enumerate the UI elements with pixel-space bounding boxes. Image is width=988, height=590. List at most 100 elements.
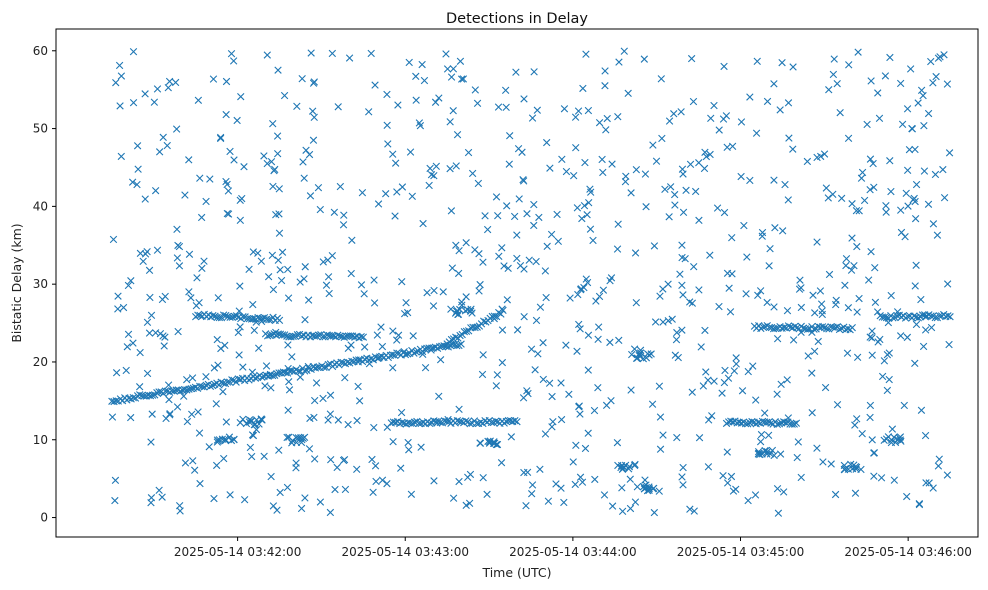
detection-marker <box>503 202 511 210</box>
detection-marker <box>492 382 501 390</box>
detection-marker <box>339 221 348 229</box>
detection-marker <box>159 133 167 142</box>
detection-marker <box>788 420 796 428</box>
detection-marker <box>359 333 368 341</box>
detection-marker <box>269 182 277 191</box>
detection-marker <box>920 167 929 175</box>
detection-marker <box>686 505 694 513</box>
detection-marker <box>190 466 199 474</box>
detection-marker <box>161 292 169 301</box>
detection-marker <box>927 57 935 66</box>
detection-marker <box>896 332 905 340</box>
detection-marker <box>173 403 182 411</box>
detection-marker <box>439 288 447 296</box>
detection-marker <box>344 344 353 353</box>
detection-marker <box>790 420 798 428</box>
detection-marker <box>573 347 581 355</box>
detection-marker <box>331 485 339 494</box>
detection-marker <box>797 473 805 482</box>
detection-marker <box>702 368 710 376</box>
detection-marker <box>628 350 636 359</box>
detection-marker <box>471 246 479 254</box>
detection-marker <box>546 164 554 172</box>
detection-marker <box>165 395 173 404</box>
detection-marker <box>925 479 933 487</box>
detection-marker <box>848 200 856 208</box>
detection-marker <box>397 464 405 472</box>
detection-marker <box>254 344 263 352</box>
detection-marker <box>945 340 953 349</box>
detection-marker <box>780 323 788 332</box>
detection-marker <box>513 326 522 334</box>
detection-marker <box>678 473 686 481</box>
detection-marker <box>403 350 412 358</box>
detection-marker <box>222 311 230 320</box>
detection-marker <box>917 295 925 304</box>
detection-marker <box>656 445 665 453</box>
detection-marker <box>459 75 468 83</box>
detection-marker <box>389 438 397 446</box>
detection-marker <box>824 194 832 202</box>
detection-marker <box>746 176 754 185</box>
detection-marker <box>808 409 816 417</box>
detection-marker <box>164 83 172 92</box>
detection-marker <box>571 113 580 121</box>
detection-marker <box>160 342 168 350</box>
detection-marker <box>224 187 233 195</box>
detection-marker <box>637 352 645 360</box>
detection-marker <box>935 312 944 320</box>
detection-marker <box>720 208 729 217</box>
detection-marker <box>850 261 858 270</box>
detection-marker <box>442 50 450 58</box>
detection-marker <box>116 102 124 110</box>
detection-marker <box>275 210 283 218</box>
detection-marker <box>737 118 746 126</box>
detection-marker <box>659 318 667 326</box>
detection-marker <box>436 356 445 364</box>
detection-marker <box>649 141 657 149</box>
detection-marker <box>868 351 876 359</box>
detection-marker <box>147 311 156 320</box>
detection-marker <box>220 454 228 463</box>
detection-marker <box>276 266 284 274</box>
detection-marker <box>232 312 241 320</box>
detection-marker <box>737 172 745 181</box>
x-tick-label: 2025-05-14 03:45:00 <box>677 545 804 559</box>
detection-marker <box>153 85 162 93</box>
detection-marker <box>738 387 747 395</box>
detection-marker <box>547 230 556 239</box>
detection-marker <box>818 307 826 315</box>
detection-marker <box>341 374 349 382</box>
detection-marker <box>855 294 863 303</box>
detection-marker <box>300 275 308 283</box>
detection-marker <box>224 210 233 218</box>
detection-marker <box>181 191 189 199</box>
detection-marker <box>624 465 633 473</box>
detection-marker <box>235 351 243 359</box>
detection-marker <box>713 204 722 212</box>
detection-marker <box>260 452 268 460</box>
detection-marker <box>778 58 786 67</box>
detection-marker <box>853 308 861 316</box>
detection-marker <box>821 383 830 392</box>
detection-marker <box>903 492 911 501</box>
detection-marker <box>446 164 454 173</box>
detection-marker <box>876 312 884 320</box>
detection-marker <box>447 207 456 215</box>
detection-marker <box>569 458 577 466</box>
detection-marker <box>911 359 919 368</box>
detection-marker <box>732 360 740 368</box>
detection-marker <box>492 193 501 201</box>
detection-marker <box>429 302 438 310</box>
detection-marker <box>150 98 159 106</box>
detection-marker <box>280 331 289 339</box>
detection-marker <box>810 347 819 356</box>
detection-marker <box>421 345 429 353</box>
detection-marker <box>829 190 837 198</box>
detection-marker <box>172 125 181 133</box>
detection-marker <box>732 354 740 362</box>
detection-marker <box>905 145 914 154</box>
detection-marker <box>543 138 551 147</box>
detection-marker <box>145 329 154 337</box>
detection-marker <box>285 433 293 441</box>
